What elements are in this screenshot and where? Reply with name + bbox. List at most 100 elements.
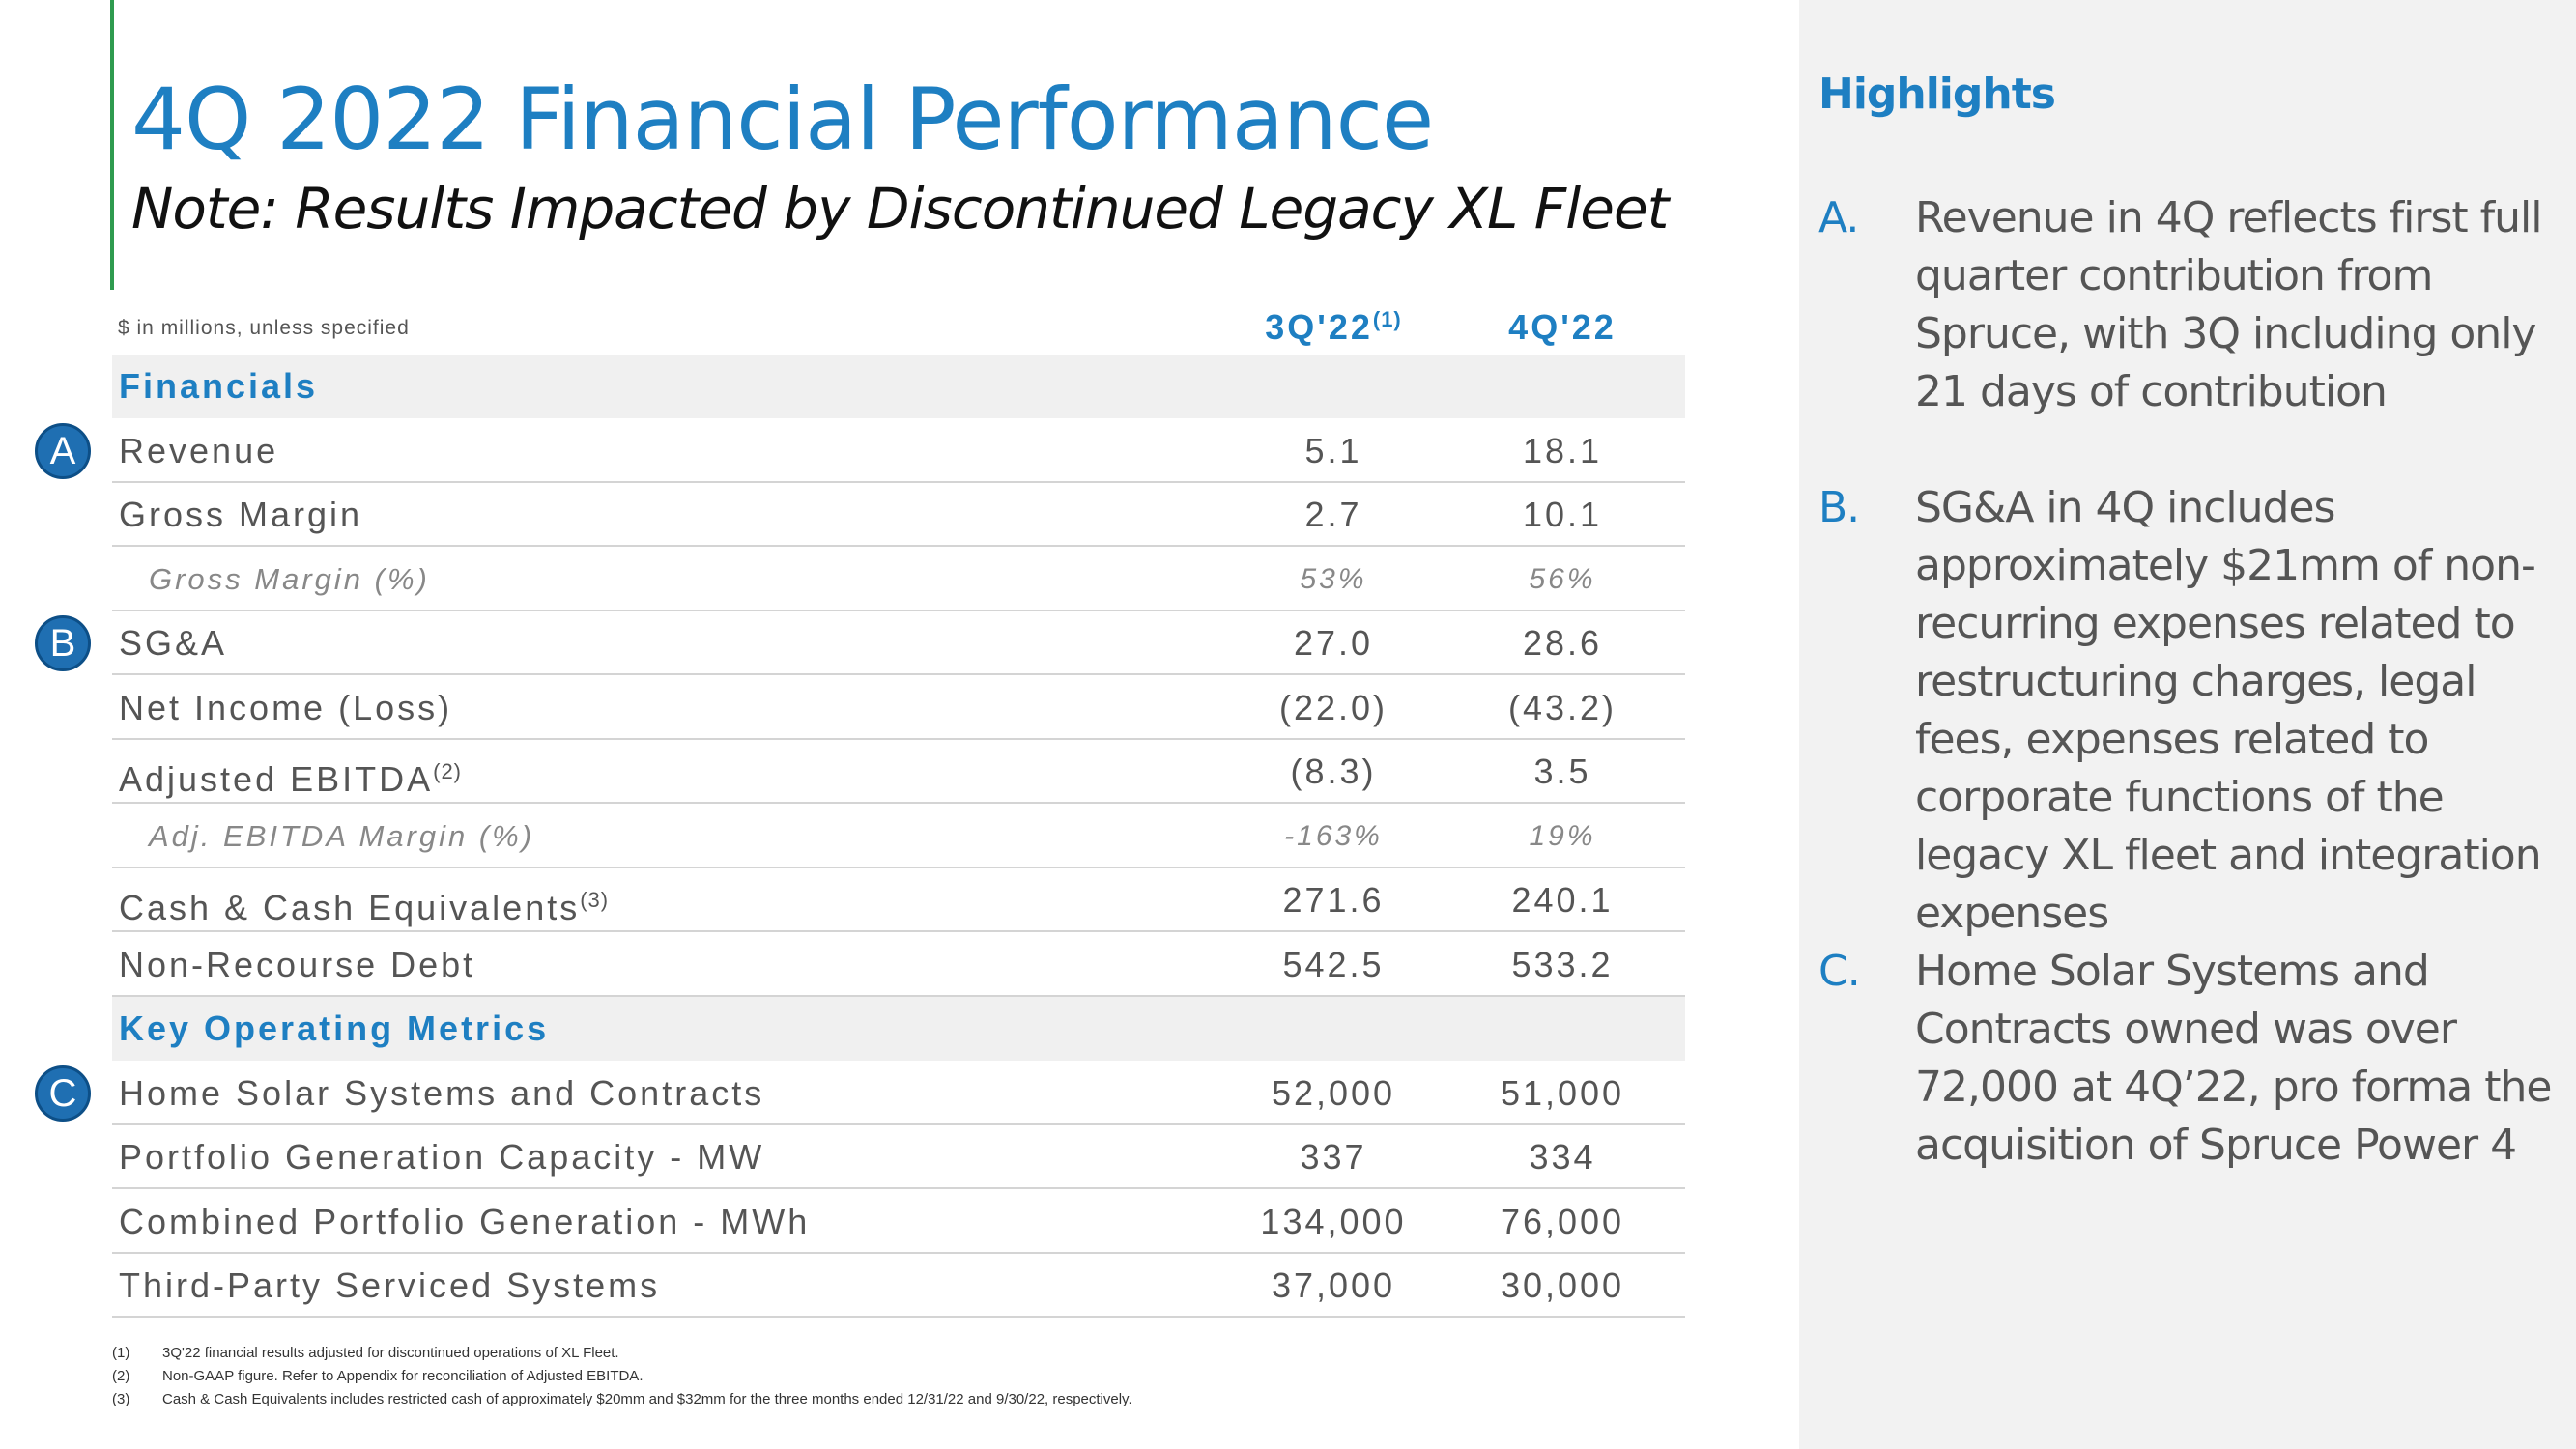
table-row: Gross Margin (%) 53% 56% — [112, 548, 1685, 611]
footnote: (2) Non-GAAP figure. Refer to Appendix fo… — [112, 1368, 643, 1384]
row-label: Cash & Cash Equivalents(3) — [119, 868, 609, 940]
row-label-text: Financials — [119, 366, 319, 406]
table-row: Net Income (Loss) (22.0) (43.2) — [112, 676, 1685, 740]
highlights-title: Highlights — [1818, 70, 2056, 119]
marker: A — [35, 422, 91, 479]
row-label-text: Adjusted EBITDA — [119, 759, 434, 799]
highlight-text: SG&A in 4Q includes approximately $21mm … — [1915, 483, 2542, 938]
cell-value: 37,000 — [1271, 1265, 1396, 1305]
row-label: Adj. EBITDA Margin (%) — [149, 805, 534, 868]
row-label-text: Key Operating Metrics — [119, 1009, 550, 1048]
row-label: Portfolio Generation Capacity - MW — [119, 1125, 764, 1189]
footnote-text: 3Q'22 financial results adjusted for dis… — [162, 1345, 619, 1361]
cell-value: (22.0) — [1278, 687, 1388, 727]
subtitle: Note: Results Impacted by Discontinued L… — [131, 176, 1669, 242]
row-label: Net Income (Loss) — [119, 676, 452, 740]
cell-value: 271.6 — [1282, 880, 1385, 920]
highlight-item: A. Revenue in 4Q reflects first full quar… — [1818, 189, 2562, 421]
row-label-text: Third-Party Serviced Systems — [119, 1265, 661, 1305]
table-row: Third-Party Serviced Systems 37,000 30,000 — [112, 1254, 1685, 1318]
cell-value: 240.1 — [1511, 880, 1614, 920]
highlight-text: Revenue in 4Q reflects first full quarte… — [1915, 193, 2542, 416]
cell-value: 2.7 — [1304, 495, 1362, 534]
accent-line — [110, 0, 114, 290]
cell-value: 18.1 — [1522, 430, 1603, 470]
table-row: Non-Recourse Debt 542.5 533.2 — [112, 933, 1685, 997]
highlight-letter: A. — [1818, 193, 1859, 242]
row-label-text: Home Solar Systems and Contracts — [119, 1072, 765, 1113]
column-header: 4Q'22 — [1417, 307, 1707, 348]
row-label: Key Operating Metrics — [119, 997, 549, 1061]
column-label: 3Q'22 — [1265, 307, 1373, 347]
cell-value: 334 — [1529, 1137, 1596, 1177]
row-label-text: Adj. EBITDA Margin (%) — [149, 818, 535, 853]
row-label: Non-Recourse Debt — [119, 933, 475, 997]
row-label: SG&A — [119, 611, 227, 675]
cell-value: 19% — [1529, 819, 1596, 852]
table-row: SG&A 27.0 28.6 — [112, 611, 1685, 675]
row-label-text: Revenue — [119, 430, 279, 470]
column-note: (1) — [1372, 307, 1402, 331]
row-note: (3) — [580, 888, 610, 912]
column-label: 4Q'22 — [1508, 307, 1617, 347]
cell-value: 76,000 — [1500, 1201, 1625, 1241]
marker: B — [35, 615, 91, 671]
row-label: Gross Margin — [119, 483, 362, 547]
highlight-letter: B. — [1818, 483, 1860, 532]
row-label: Combined Portfolio Generation - MWh — [119, 1190, 810, 1254]
footnote-number: (2) — [112, 1368, 130, 1384]
row-label-text: Gross Margin — [119, 495, 363, 534]
marker: C — [35, 1065, 91, 1122]
cell-value: 27.0 — [1293, 623, 1374, 663]
cell-value: 28.6 — [1522, 623, 1603, 663]
cell-value: 5.1 — [1304, 430, 1362, 470]
footnote-text: Non-GAAP figure. Refer to Appendix for r… — [162, 1368, 644, 1384]
cell-value: 533.2 — [1511, 944, 1614, 984]
row-label-text: Net Income (Loss) — [119, 687, 453, 727]
row-label: Home Solar Systems and Contracts — [119, 1062, 764, 1125]
row-label-text: Cash & Cash Equivalents — [119, 888, 581, 927]
footnote: (1) 3Q'22 financial results adjusted for … — [112, 1345, 619, 1361]
table-row: Portfolio Generation Capacity - MW 337 334 — [112, 1125, 1685, 1189]
highlight-item: B. SG&A in 4Q includes approximately $21m… — [1818, 479, 2562, 943]
row-label: Financials — [119, 355, 318, 418]
table-row: Financials — [112, 355, 1685, 418]
table-row: Revenue 5.1 18.1 — [112, 419, 1685, 483]
row-label-text: Combined Portfolio Generation - MWh — [119, 1201, 811, 1241]
unit-note: $ in millions, unless specified — [118, 317, 410, 339]
cell-value: (8.3) — [1290, 752, 1377, 791]
table-row: Adj. EBITDA Margin (%) -163% 19% — [112, 805, 1685, 868]
highlights-panel — [1799, 0, 2576, 1449]
table-row: Key Operating Metrics — [112, 997, 1685, 1061]
row-label: Third-Party Serviced Systems — [119, 1254, 660, 1318]
table-row: Adjusted EBITDA(2) (8.3) 3.5 — [112, 740, 1685, 804]
table-row: Combined Portfolio Generation - MWh 134,0… — [112, 1190, 1685, 1254]
table-row: Cash & Cash Equivalents(3) 271.6 240.1 — [112, 868, 1685, 932]
row-label: Adjusted EBITDA(2) — [119, 740, 462, 811]
footnote-number: (1) — [112, 1345, 130, 1361]
title: 4Q 2022 Financial Performance — [131, 70, 1434, 169]
column-header: 3Q'22(1) — [1188, 307, 1478, 348]
row-label-text: Gross Margin (%) — [149, 561, 430, 596]
cell-value: 52,000 — [1271, 1072, 1396, 1113]
highlight-letter: C. — [1818, 947, 1861, 996]
row-label: Revenue — [119, 419, 278, 483]
cell-value: 10.1 — [1522, 495, 1603, 534]
cell-value: 3.5 — [1533, 752, 1591, 791]
row-label-text: Non-Recourse Debt — [119, 944, 476, 984]
table-row: Gross Margin 2.7 10.1 — [112, 483, 1685, 547]
cell-value: 51,000 — [1500, 1072, 1625, 1113]
highlight-text: Home Solar Systems and Contracts owned w… — [1915, 947, 2552, 1170]
row-label-text: SG&A — [119, 623, 228, 663]
row-note: (2) — [433, 759, 463, 783]
cell-value: 53% — [1300, 562, 1367, 595]
highlight-item: C. Home Solar Systems and Contracts owned… — [1818, 943, 2562, 1175]
cell-value: 134,000 — [1260, 1201, 1407, 1241]
row-label-text: Portfolio Generation Capacity - MW — [119, 1137, 765, 1177]
table-row: Home Solar Systems and Contracts 52,000 51… — [112, 1062, 1685, 1125]
cell-value: (43.2) — [1507, 687, 1617, 727]
row-label: Gross Margin (%) — [149, 548, 430, 611]
footnote-number: (3) — [112, 1391, 130, 1407]
footnote-text: Cash & Cash Equivalents includes restric… — [162, 1391, 1132, 1407]
cell-value: -163% — [1284, 819, 1383, 852]
